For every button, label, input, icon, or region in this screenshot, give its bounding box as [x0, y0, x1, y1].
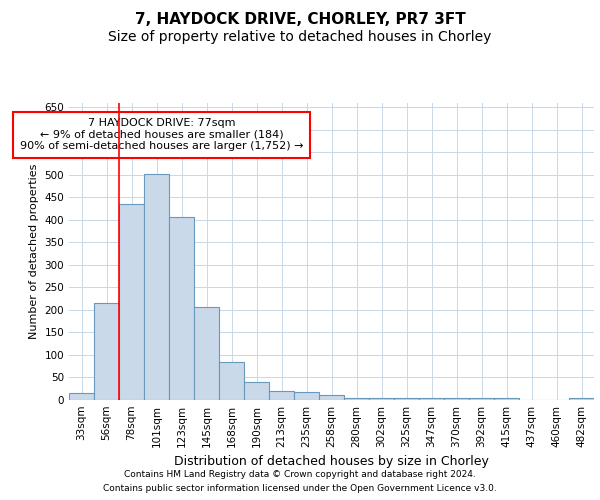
- Text: Contains public sector information licensed under the Open Government Licence v3: Contains public sector information licen…: [103, 484, 497, 493]
- Bar: [144, 174, 169, 400]
- Y-axis label: Number of detached properties: Number of detached properties: [29, 164, 39, 339]
- Bar: [394, 398, 419, 400]
- Bar: [419, 398, 444, 400]
- Text: 7 HAYDOCK DRIVE: 77sqm
← 9% of detached houses are smaller (184)
90% of semi-det: 7 HAYDOCK DRIVE: 77sqm ← 9% of detached …: [20, 118, 303, 152]
- Bar: [119, 204, 144, 400]
- Bar: [319, 395, 344, 400]
- Bar: [269, 391, 294, 400]
- Text: Size of property relative to detached houses in Chorley: Size of property relative to detached ho…: [109, 30, 491, 44]
- Bar: [494, 398, 519, 400]
- Bar: [344, 398, 369, 400]
- Bar: [294, 392, 319, 400]
- Bar: [94, 303, 119, 400]
- Bar: [569, 398, 594, 400]
- Bar: [444, 398, 469, 400]
- Bar: [194, 306, 219, 400]
- Bar: [369, 398, 394, 400]
- Bar: [244, 382, 269, 400]
- Bar: [169, 216, 194, 400]
- Bar: [69, 393, 94, 400]
- X-axis label: Distribution of detached houses by size in Chorley: Distribution of detached houses by size …: [174, 456, 489, 468]
- Bar: [219, 362, 244, 400]
- Text: 7, HAYDOCK DRIVE, CHORLEY, PR7 3FT: 7, HAYDOCK DRIVE, CHORLEY, PR7 3FT: [134, 12, 466, 28]
- Bar: [469, 398, 494, 400]
- Text: Contains HM Land Registry data © Crown copyright and database right 2024.: Contains HM Land Registry data © Crown c…: [124, 470, 476, 479]
